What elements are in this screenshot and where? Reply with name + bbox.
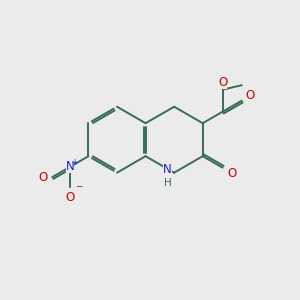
Text: O: O xyxy=(38,171,47,184)
Text: O: O xyxy=(218,76,227,89)
Text: +: + xyxy=(72,158,78,167)
Text: O: O xyxy=(65,190,75,204)
Text: O: O xyxy=(245,89,254,103)
Text: N: N xyxy=(163,163,172,176)
Text: H: H xyxy=(164,178,172,188)
Text: −: − xyxy=(75,182,83,190)
Text: N: N xyxy=(66,160,74,173)
Text: O: O xyxy=(228,167,237,180)
